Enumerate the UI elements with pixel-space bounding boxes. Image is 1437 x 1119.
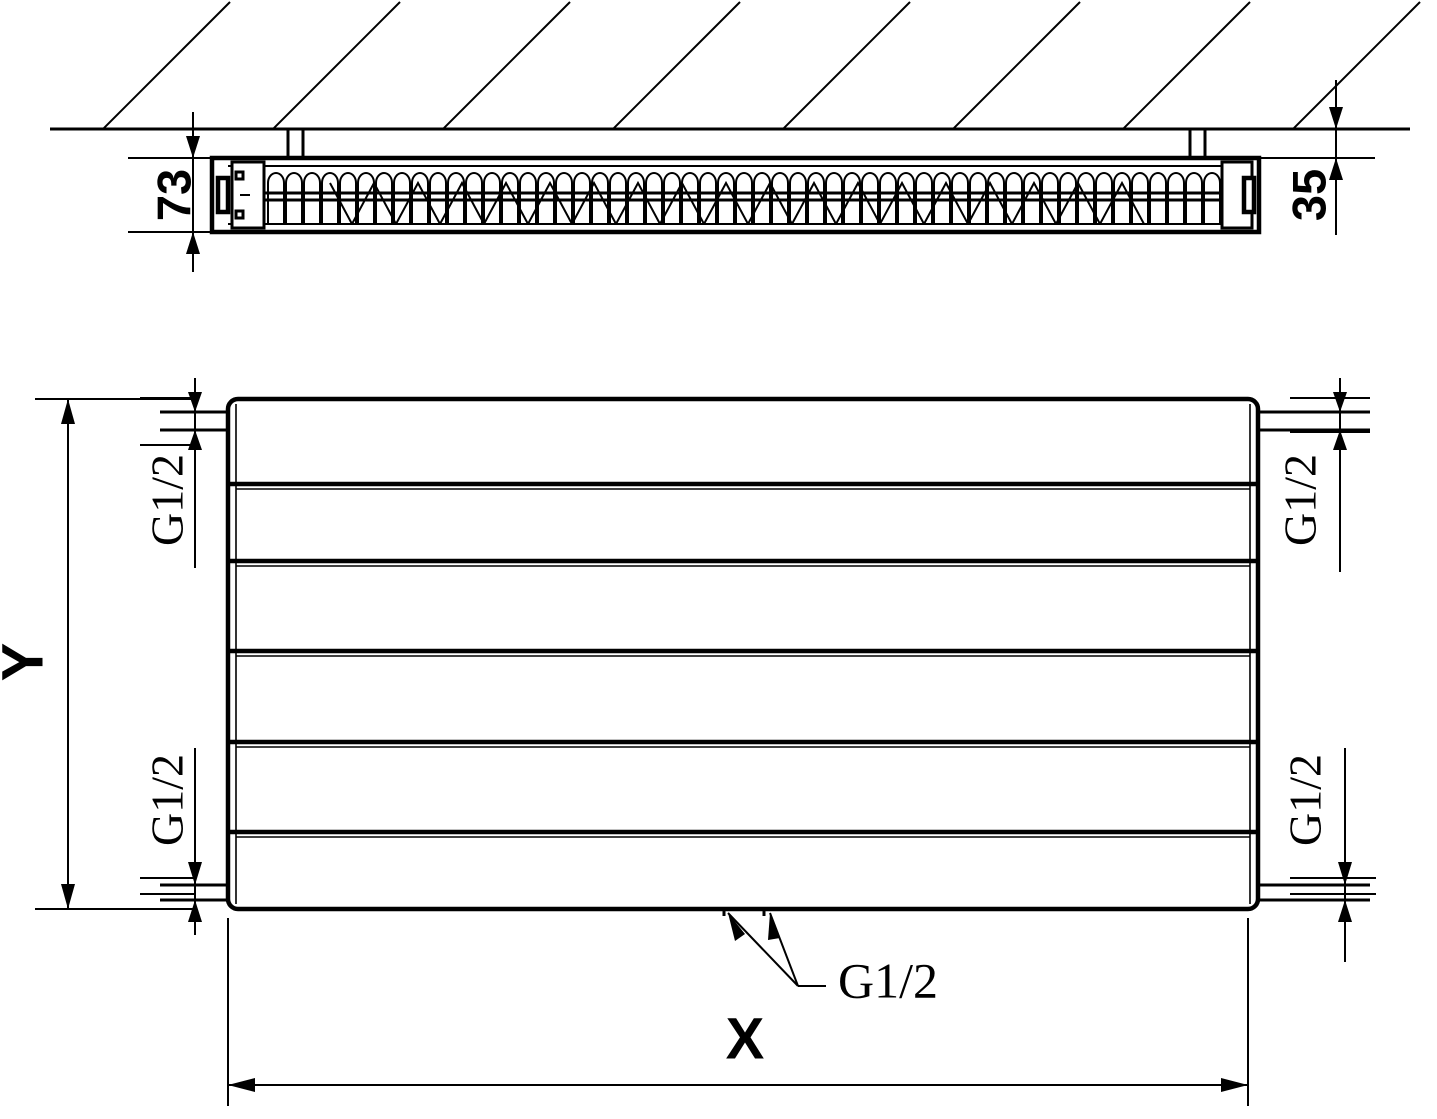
arrow-g12-tr-top <box>1333 392 1347 412</box>
port-bottom-right <box>1258 883 1370 902</box>
mounting-bracket-right <box>1188 129 1207 158</box>
dimension-label-35: 35 <box>1282 169 1335 221</box>
dimension-gap-35: 35 <box>1259 80 1375 235</box>
dimension-g12-top-right: G1/2 <box>1275 378 1370 572</box>
arrow-35-bottom <box>1329 158 1343 180</box>
label-width-x: X <box>726 1006 765 1071</box>
side-section-view: 73 35 <box>50 1 1421 272</box>
mounting-bracket-left <box>286 129 305 158</box>
wall-hatching <box>102 1 1421 130</box>
leader-arrow-1 <box>728 913 745 941</box>
dimension-width-x: X <box>227 918 1249 1106</box>
arrow-g12-tl-top <box>188 392 202 412</box>
dimension-g12-bottom-left: G1/2 <box>140 748 202 935</box>
dimension-label-73: 73 <box>147 169 200 221</box>
front-elevation-view: G1/2 G1/2 G1/2 G1/2 <box>0 378 1376 1106</box>
arrow-g12-bl-bottom <box>188 900 202 922</box>
leader-arrow-2 <box>768 913 780 940</box>
arrow-y-bottom <box>61 884 75 909</box>
radiator-front-panel <box>225 396 1261 912</box>
arrow-g12-bl-top <box>188 862 202 885</box>
callout-g12-bottom-center: G1/2 <box>727 912 938 1008</box>
arrow-73-bottom <box>186 232 200 254</box>
arrow-y-top <box>61 399 75 424</box>
dimension-height-y: Y <box>0 398 196 910</box>
convector-fins <box>264 172 1222 224</box>
label-g12-top-right: G1/2 <box>1275 454 1326 546</box>
dimension-depth-73: 73 <box>128 112 245 272</box>
arrow-g12-tr-bottom <box>1333 430 1347 450</box>
panel-dividers <box>228 481 1258 838</box>
end-cap-left <box>215 160 266 230</box>
dimension-g12-top-left: G1/2 <box>140 378 202 568</box>
arrow-g12-br-bottom <box>1338 900 1352 922</box>
label-g12-bottom-right: G1/2 <box>1280 754 1331 846</box>
label-g12-top-left: G1/2 <box>142 454 193 546</box>
port-top-right <box>1258 410 1370 432</box>
arrow-g12-br-top <box>1338 862 1352 885</box>
port-bottom-center-nipples <box>722 909 766 916</box>
label-g12-bottom-center: G1/2 <box>838 952 938 1008</box>
arrow-g12-tl-bottom <box>188 430 202 450</box>
arrow-x-right <box>1221 1078 1248 1092</box>
end-cap-right <box>1220 160 1257 230</box>
leader-line-1 <box>727 912 799 987</box>
label-g12-bottom-left: G1/2 <box>142 754 193 846</box>
arrow-x-left <box>228 1078 255 1092</box>
dimension-g12-bottom-right: G1/2 <box>1280 748 1376 962</box>
arrow-73-top <box>186 136 200 158</box>
arrow-35-top <box>1329 107 1343 129</box>
label-height-y: Y <box>0 643 55 682</box>
